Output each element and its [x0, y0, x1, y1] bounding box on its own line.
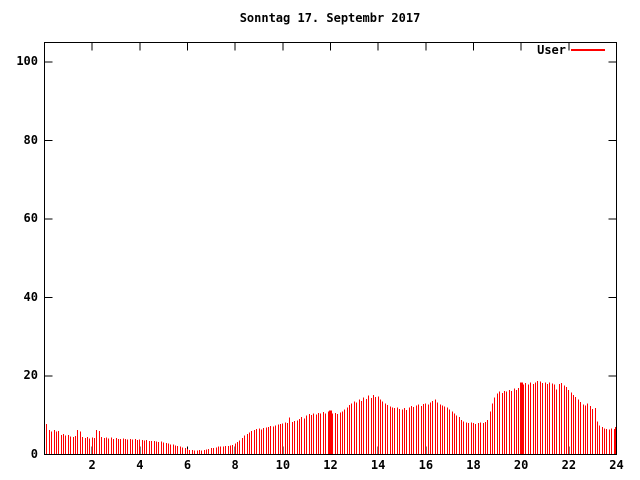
x-tick-label-2: 2 — [88, 458, 96, 472]
y-tick-label-0: 0 — [30, 446, 38, 461]
chart-title: Sonntag 17. Septembr 2017 — [239, 11, 421, 25]
y-tick-label-20: 20 — [23, 368, 38, 383]
y-tick-label-60: 60 — [23, 211, 38, 226]
plot-border — [44, 42, 617, 455]
x-tick-label-4: 4 — [136, 458, 144, 472]
y-tick-label-100: 100 — [16, 54, 38, 69]
legend-user-label: User — [537, 43, 566, 57]
x-tick-label-8: 8 — [231, 458, 239, 472]
x-tick-label-20: 20 — [513, 458, 529, 472]
x-tick-label-24: 24 — [609, 458, 624, 472]
y-tick-label-80: 80 — [23, 132, 38, 147]
y-tick-label-40: 40 — [23, 289, 38, 304]
x-tick-label-22: 22 — [561, 458, 577, 472]
legend-user-line-sample — [571, 49, 605, 51]
x-tick-label-6: 6 — [183, 458, 192, 472]
x-tick-label-12: 12 — [323, 458, 338, 472]
x-tick-label-18: 18 — [466, 458, 481, 472]
x-tick-label-10: 10 — [275, 458, 291, 472]
x-tick-label-14: 14 — [370, 458, 386, 472]
x-tick-label-16: 16 — [418, 458, 434, 472]
